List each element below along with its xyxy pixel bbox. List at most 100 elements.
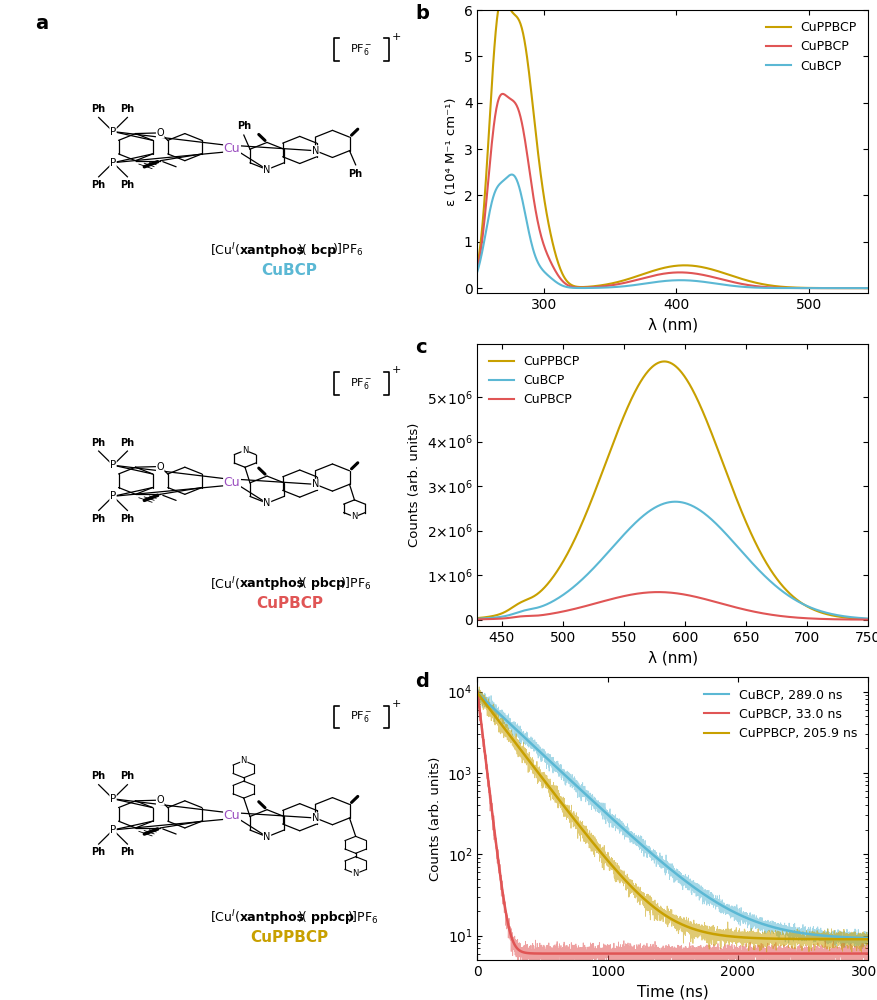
Text: P: P <box>110 460 116 470</box>
Text: Ph: Ph <box>120 847 134 857</box>
Text: Ph: Ph <box>120 514 134 524</box>
Text: N: N <box>353 869 359 878</box>
Text: O: O <box>156 795 164 805</box>
CuPBCP <box>703 594 714 606</box>
Text: Ph: Ph <box>120 104 134 114</box>
CuBCP <box>472 613 482 625</box>
CuBCP <box>472 265 482 277</box>
CuPBCP <box>650 269 660 281</box>
CuPBCP <box>734 602 745 614</box>
Text: N: N <box>242 446 248 455</box>
Y-axis label: ε (10⁴ M⁻¹ cm⁻¹): ε (10⁴ M⁻¹ cm⁻¹) <box>446 97 458 206</box>
CuPPBCP <box>573 526 583 538</box>
Text: xantphos: xantphos <box>240 244 305 257</box>
Text: Cu: Cu <box>224 476 240 489</box>
Text: c: c <box>415 338 426 357</box>
CuBCP <box>734 542 745 554</box>
Text: Ph: Ph <box>120 180 134 190</box>
Y-axis label: Counts (arb. units): Counts (arb. units) <box>429 756 442 881</box>
CuPPBCP <box>863 282 873 294</box>
Text: ppbcp: ppbcp <box>310 911 353 924</box>
Text: Cu: Cu <box>224 809 240 822</box>
Line: CuPPBCP: CuPPBCP <box>477 0 868 288</box>
CuBCP <box>703 276 714 288</box>
CuPPBCP <box>574 281 584 293</box>
Text: pbcp: pbcp <box>310 577 345 590</box>
Text: xantphos: xantphos <box>240 911 305 924</box>
X-axis label: Time (ns): Time (ns) <box>637 984 709 999</box>
CuPPBCP <box>649 359 660 371</box>
CuPBCP <box>573 602 583 614</box>
CuPBCP <box>863 282 873 294</box>
Legend: CuPPBCP, CuBCP, CuPBCP: CuPPBCP, CuBCP, CuPBCP <box>484 350 585 411</box>
CuPBCP <box>472 263 482 275</box>
Text: Ph: Ph <box>91 847 106 857</box>
CuPPBCP <box>497 0 508 2</box>
Text: )(: )( <box>297 244 308 257</box>
Text: +: + <box>392 699 402 709</box>
Legend: CuPPBCP, CuPBCP, CuBCP: CuPPBCP, CuPBCP, CuBCP <box>760 16 862 78</box>
Text: +: + <box>392 32 402 42</box>
CuPBCP <box>734 277 745 289</box>
CuPPBCP <box>472 612 482 624</box>
CuBCP <box>541 598 552 610</box>
Text: N: N <box>240 756 247 765</box>
Text: P: P <box>110 127 116 137</box>
Text: N: N <box>263 165 271 175</box>
CuPPBCP <box>659 355 669 367</box>
CuBCP <box>507 169 517 181</box>
Text: N: N <box>263 832 271 842</box>
Text: PF$_6^-$: PF$_6^-$ <box>350 709 373 724</box>
CuPBCP <box>703 270 714 282</box>
CuBCP <box>863 613 873 625</box>
Text: Ph: Ph <box>349 169 363 179</box>
CuPPBCP <box>767 280 778 292</box>
CuPPBCP <box>703 263 714 275</box>
Text: P: P <box>110 794 116 804</box>
Text: O: O <box>156 462 164 472</box>
Text: [Cu$^{I}$(: [Cu$^{I}$( <box>210 909 240 926</box>
Text: P: P <box>110 491 116 501</box>
CuBCP <box>670 496 681 508</box>
CuBCP <box>542 269 553 281</box>
CuPBCP <box>767 281 778 293</box>
CuPBCP <box>863 614 873 626</box>
Text: N: N <box>311 146 319 156</box>
Text: N: N <box>352 512 358 521</box>
Text: a: a <box>35 14 48 33</box>
X-axis label: λ (nm): λ (nm) <box>648 651 698 666</box>
Text: Ph: Ph <box>91 514 106 524</box>
CuPBCP <box>472 613 482 625</box>
Text: N: N <box>311 479 319 489</box>
Line: CuPBCP: CuPBCP <box>477 592 868 620</box>
Text: PF$_6^-$: PF$_6^-$ <box>350 376 373 391</box>
CuPPBCP <box>650 264 660 276</box>
Text: bcp: bcp <box>310 244 336 257</box>
Text: Cu: Cu <box>224 142 240 155</box>
Text: Ph: Ph <box>91 180 106 190</box>
Text: O: O <box>156 128 164 138</box>
Text: [Cu$^{I}$(: [Cu$^{I}$( <box>210 575 240 593</box>
CuPBCP <box>767 609 778 621</box>
Text: Ph: Ph <box>237 121 251 131</box>
Text: )(: )( <box>297 577 308 590</box>
Text: Ph: Ph <box>91 771 106 781</box>
Text: )(: )( <box>297 911 308 924</box>
CuPBCP <box>541 608 552 620</box>
Text: N: N <box>311 813 319 823</box>
Text: PF$_6^-$: PF$_6^-$ <box>350 42 373 57</box>
Line: CuPBCP: CuPBCP <box>477 94 868 288</box>
Text: CuBCP: CuBCP <box>261 263 317 278</box>
Text: Ph: Ph <box>91 438 106 448</box>
CuBCP <box>734 280 745 292</box>
CuPPBCP <box>863 613 873 625</box>
CuBCP <box>767 577 778 589</box>
CuPBCP <box>649 586 660 598</box>
CuPPBCP <box>703 419 714 431</box>
CuBCP <box>767 282 778 294</box>
CuPPBCP <box>472 259 482 271</box>
CuPBCP <box>574 282 584 294</box>
Text: Ph: Ph <box>91 104 106 114</box>
CuBCP <box>650 276 660 288</box>
Text: P: P <box>110 825 116 835</box>
